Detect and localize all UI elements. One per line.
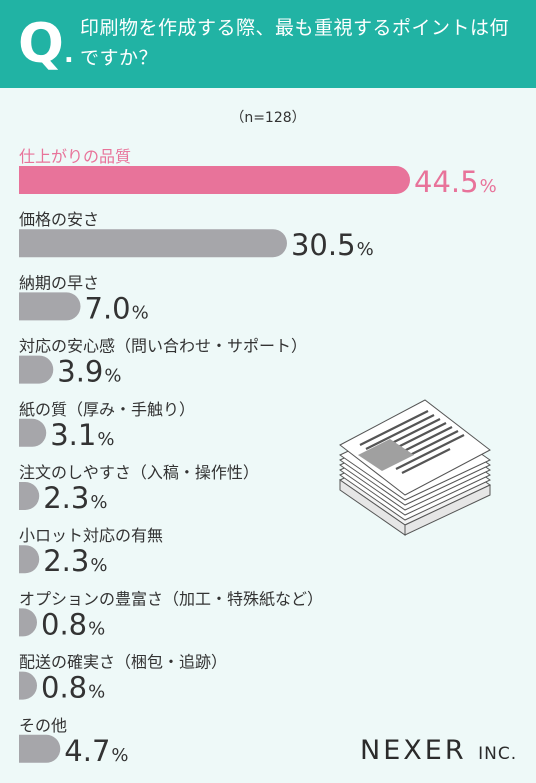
bar [19, 229, 287, 258]
value-label: 3.1% [50, 418, 114, 452]
value-label: 3.9% [57, 355, 121, 389]
value-label: 44.5% [414, 165, 497, 199]
bar [19, 482, 40, 510]
category-label: 紙の質（厚み・手触り） [19, 400, 195, 419]
category-label: 仕上がりの品質 [19, 147, 131, 166]
category-label: オプションの豊富さ（加工・特殊紙など） [19, 589, 323, 608]
question-text: 印刷物を作成する際、最も重視するポイントは何ですか？ [80, 17, 510, 69]
value-label: 0.8% [41, 607, 105, 641]
value-label: 4.7% [64, 734, 128, 768]
category-label: 小ロット対応の有無 [19, 526, 163, 545]
bar [19, 734, 61, 763]
bar [19, 671, 37, 700]
bar [19, 166, 410, 194]
q-mark: Q. [18, 12, 74, 75]
value-label: 2.3% [43, 544, 107, 578]
bar [19, 355, 54, 384]
value-label: 2.3% [43, 481, 107, 515]
bar [19, 418, 47, 447]
category-label: 対応の安心感（問い合わせ・サポート） [19, 337, 307, 356]
value-label: 30.5% [291, 228, 374, 262]
category-label: その他 [19, 716, 67, 735]
value-label: 0.8% [41, 671, 105, 705]
stack-of-documents-icon [339, 399, 491, 536]
sample-size: （n=128） [230, 110, 306, 126]
bar [19, 608, 37, 637]
bar [19, 545, 40, 574]
category-label: 納期の早さ [19, 273, 99, 292]
nexer-logo: NEXER INC. [360, 735, 518, 766]
question-header: Q. 印刷物を作成する際、最も重視するポイントは何ですか？ [0, 0, 536, 88]
category-label: 配送の確実さ（梱包・追跡） [19, 653, 227, 672]
bar [19, 292, 81, 321]
value-label: 7.0% [85, 291, 149, 325]
category-label: 価格の安さ [19, 210, 99, 229]
category-label: 注文のしやすさ（入稿・操作性） [19, 463, 259, 482]
